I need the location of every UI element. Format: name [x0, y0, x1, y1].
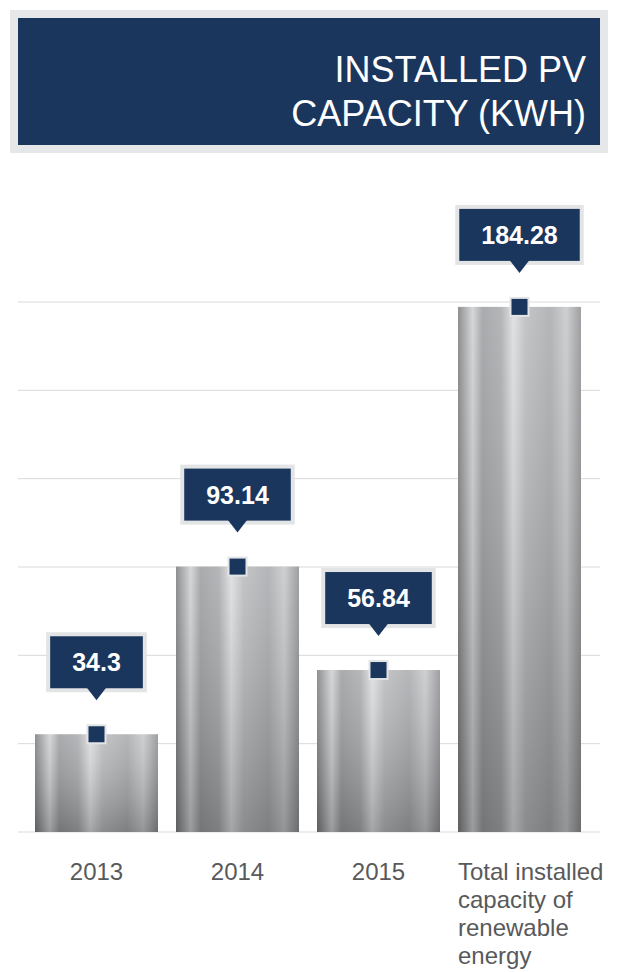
x-tick-label: Total installedcapacity ofrenewableenerg… — [458, 858, 603, 969]
bar-shade — [35, 734, 158, 832]
x-tick-label: 2013 — [70, 858, 123, 885]
grid — [18, 302, 600, 832]
bar-shade — [176, 567, 299, 832]
bars — [35, 307, 581, 832]
label-pointer — [87, 687, 107, 700]
data-label-text: 56.84 — [347, 584, 410, 612]
x-tick-label-line: renewable — [458, 914, 569, 941]
label-box — [50, 636, 143, 688]
x-tick-label-line: Total installed — [458, 858, 603, 885]
label-frame — [455, 205, 583, 265]
label-frame — [46, 632, 147, 692]
label-frame — [321, 568, 436, 628]
label-box — [325, 572, 432, 624]
label-pointer — [228, 520, 248, 533]
x-tick-label-line: capacity of — [458, 886, 573, 913]
bar — [458, 307, 581, 832]
data-label-text: 184.28 — [481, 221, 558, 249]
x-tick-label-line: energy — [458, 942, 531, 969]
value-marker — [511, 298, 529, 316]
label-box — [184, 469, 291, 521]
bar-shade — [317, 670, 440, 832]
title-line: CAPACITY (KWH) — [291, 93, 586, 134]
title-box — [18, 18, 600, 145]
bar — [35, 734, 158, 832]
chart-title: INSTALLED PVCAPACITY (KWH) — [291, 49, 586, 134]
value-marker — [88, 725, 106, 743]
data-labels: 34.3 93.14 56.84 184.28 — [46, 205, 584, 743]
title-frame — [10, 10, 608, 153]
value-marker — [370, 661, 388, 679]
bar — [317, 670, 440, 832]
bar — [176, 567, 299, 832]
data-label-text: 34.3 — [72, 648, 121, 676]
label-box — [459, 209, 579, 261]
label-pointer — [369, 623, 389, 636]
bar-shade — [458, 307, 581, 832]
data-label: 93.14 — [180, 465, 295, 533]
label-pointer — [510, 260, 530, 273]
data-label-text: 93.14 — [206, 481, 269, 509]
title-line: INSTALLED PV — [335, 49, 586, 90]
x-axis-labels: 2013 2014 2015 Total installedcapacity ofre… — [70, 858, 604, 969]
x-tick-label: 2015 — [352, 858, 405, 885]
data-label: 56.84 — [321, 568, 436, 636]
data-label: 184.28 — [455, 205, 583, 273]
label-frame — [180, 465, 295, 525]
chart-root: INSTALLED PVCAPACITY (KWH) 34.3 93.14 56.84… — [0, 0, 620, 972]
x-tick-label: 2014 — [211, 858, 264, 885]
data-label: 34.3 — [46, 632, 147, 700]
value-marker — [229, 558, 247, 576]
